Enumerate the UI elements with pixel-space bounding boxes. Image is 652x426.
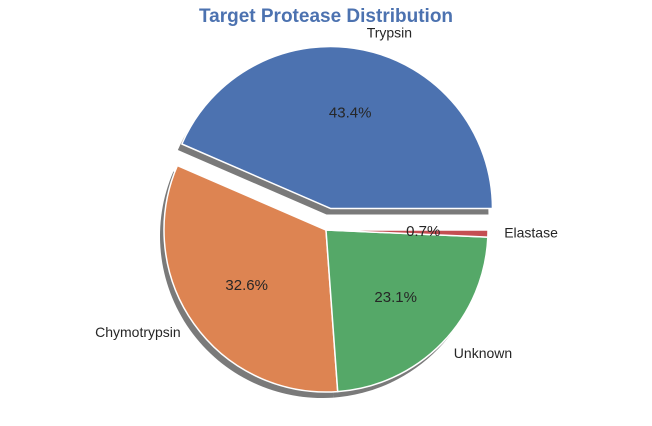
slice-label-trypsin: Trypsin xyxy=(367,25,412,41)
slice-percent-unknown: 23.1% xyxy=(374,289,417,306)
pie-slice-trypsin xyxy=(181,45,494,210)
slice-label-unknown: Unknown xyxy=(454,345,512,361)
slice-label-elastase: Elastase xyxy=(504,225,558,241)
pie-slice-chymotrypsin xyxy=(163,164,339,393)
slice-label-chymotrypsin: Chymotrypsin xyxy=(95,324,181,340)
chart-title: Target Protease Distribution xyxy=(198,6,454,27)
slice-percent-elastase: 0.7% xyxy=(406,223,440,240)
slice-percent-trypsin: 43.4% xyxy=(329,104,372,121)
pie-slice-elastase xyxy=(325,229,489,238)
slice-percent-chymotrypsin: 32.6% xyxy=(225,277,268,294)
pie-slice-unknown xyxy=(325,229,489,393)
